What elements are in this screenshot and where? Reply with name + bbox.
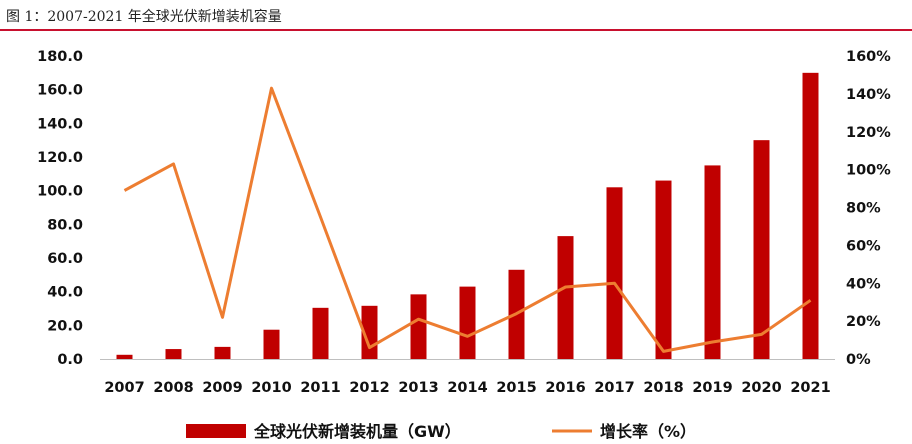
right-tick-label: 0% bbox=[846, 352, 871, 368]
x-tick-label: 2011 bbox=[300, 380, 340, 396]
bar bbox=[165, 349, 182, 359]
line-series bbox=[123, 86, 812, 353]
right-tick-label: 120% bbox=[846, 125, 891, 141]
right-tick-label: 60% bbox=[846, 238, 881, 254]
x-tick-label: 2009 bbox=[202, 380, 242, 396]
bar bbox=[655, 180, 672, 359]
right-tick-label: 160% bbox=[846, 49, 891, 65]
right-tick-label: 40% bbox=[846, 276, 881, 292]
figure-caption: 图 1：2007-2021 年全球光伏新增装机容量 bbox=[6, 9, 282, 25]
bar bbox=[753, 140, 770, 359]
x-tick-label: 2012 bbox=[349, 380, 389, 396]
left-tick-label: 100.0 bbox=[37, 184, 83, 200]
bar bbox=[116, 354, 133, 359]
caption-divider bbox=[0, 29, 912, 31]
left-tick-label: 180.0 bbox=[37, 49, 83, 65]
bar bbox=[606, 187, 623, 359]
bar bbox=[410, 294, 427, 359]
left-tick-label: 160.0 bbox=[37, 83, 83, 99]
x-tick-label: 2017 bbox=[594, 380, 634, 396]
legend: 全球光伏新增装机量（GW） 增长率（%） bbox=[186, 422, 696, 441]
x-tick-label: 2007 bbox=[104, 380, 144, 396]
growth-rate-line bbox=[123, 86, 812, 353]
left-tick-label: 60.0 bbox=[47, 251, 83, 267]
x-tick-label: 2020 bbox=[741, 380, 781, 396]
right-tick-label: 140% bbox=[846, 87, 891, 103]
x-tick-label: 2016 bbox=[545, 380, 585, 396]
bar bbox=[459, 286, 476, 359]
x-tick-label: 2008 bbox=[153, 380, 193, 396]
right-axis: 0% 20% 40% 60% 80% 100% 120% 140% 160% bbox=[846, 49, 891, 368]
left-axis: 0.0 20.0 40.0 60.0 80.0 100.0 120.0 140.0 160.0 1… bbox=[37, 49, 83, 368]
x-tick-label: 2018 bbox=[643, 380, 683, 396]
x-tick-label: 2014 bbox=[447, 380, 487, 396]
bar bbox=[214, 346, 231, 359]
left-tick-label: 140.0 bbox=[37, 116, 83, 132]
bar bbox=[704, 165, 721, 359]
right-tick-label: 20% bbox=[846, 314, 881, 330]
x-tick-label: 2015 bbox=[496, 380, 536, 396]
x-tick-label: 2013 bbox=[398, 380, 438, 396]
left-tick-label: 20.0 bbox=[47, 318, 83, 334]
bar bbox=[802, 72, 819, 359]
left-tick-label: 0.0 bbox=[57, 352, 83, 368]
left-tick-label: 80.0 bbox=[47, 217, 83, 233]
left-tick-label: 120.0 bbox=[37, 150, 83, 166]
x-tick-label: 2010 bbox=[251, 380, 291, 396]
bar bbox=[312, 307, 329, 359]
x-axis: 2007 2008 2009 2010 2011 2012 2013 2014 2015 2016… bbox=[104, 380, 830, 396]
bar bbox=[263, 329, 280, 359]
right-tick-label: 100% bbox=[846, 163, 891, 179]
x-tick-label: 2019 bbox=[692, 380, 732, 396]
x-tick-label: 2021 bbox=[790, 380, 830, 396]
left-tick-label: 40.0 bbox=[47, 285, 83, 301]
legend-line-label: 增长率（%） bbox=[600, 422, 696, 441]
right-tick-label: 80% bbox=[846, 201, 881, 217]
legend-bar-swatch bbox=[186, 424, 246, 438]
legend-bar-label: 全球光伏新增装机量（GW） bbox=[253, 422, 461, 441]
bar bbox=[557, 236, 574, 359]
